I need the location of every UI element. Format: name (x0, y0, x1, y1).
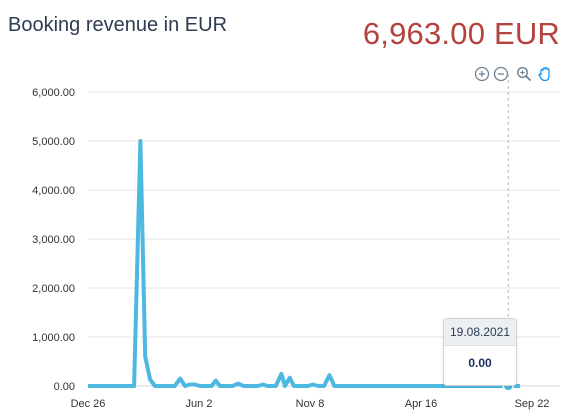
selection-zoom-icon[interactable] (516, 66, 532, 82)
x-tick-label: Nov 8 (296, 398, 325, 410)
x-tick-label: Dec 26 (71, 398, 106, 410)
y-tick-label: 5,000.00 (32, 136, 75, 148)
x-tick-label: Jun 2 (186, 398, 213, 410)
x-axis-labels: Dec 26 Jun 2 Nov 8 Apr 16 Sep 22 (71, 398, 550, 410)
tooltip-value: 0.00 (468, 356, 492, 370)
y-tick-label: 3,000.00 (32, 234, 75, 246)
x-tick-label: Apr 16 (405, 398, 437, 410)
y-axis-labels: 0.00 1,000.00 2,000.00 3,000.00 4,000.00 5,00… (32, 87, 75, 393)
y-tick-label: 1,000.00 (32, 332, 75, 344)
zoom-in-icon[interactable] (474, 66, 490, 82)
pan-hand-icon[interactable] (537, 66, 553, 82)
y-tick-label: 2,000.00 (32, 283, 75, 295)
x-tick-label: Sep 22 (515, 398, 550, 410)
y-tick-label: 4,000.00 (32, 185, 75, 197)
y-tick-label: 0.00 (54, 381, 75, 393)
zoom-out-icon[interactable] (493, 66, 509, 82)
tooltip-date: 19.08.2021 (444, 319, 516, 346)
chart-title: Booking revenue in EUR (8, 14, 228, 36)
data-tooltip: 19.08.2021 0.00 (443, 318, 517, 386)
y-tick-label: 6,000.00 (32, 87, 75, 99)
total-revenue: 6,963.00 EUR (362, 16, 560, 51)
revenue-series-line (88, 139, 521, 388)
